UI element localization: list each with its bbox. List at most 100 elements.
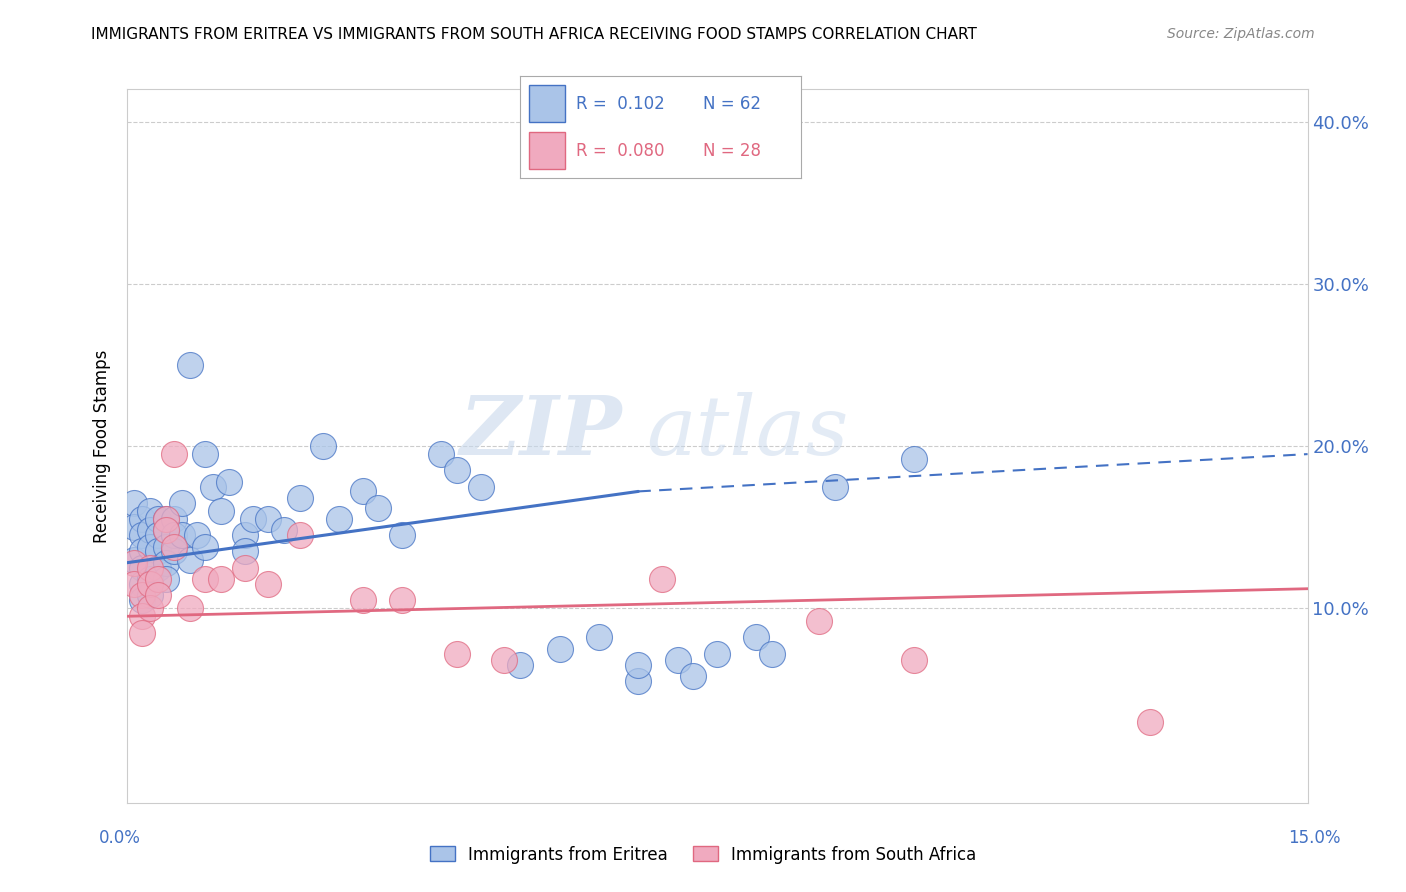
Point	[146, 572, 169, 586]
Text: atlas: atlas	[647, 392, 849, 472]
Point	[131, 512, 153, 526]
Point	[470, 479, 492, 493]
Text: Source: ZipAtlas.com: Source: ZipAtlas.com	[1167, 27, 1315, 41]
Point	[139, 572, 162, 586]
Point	[666, 653, 689, 667]
Point	[146, 544, 169, 558]
Point	[163, 544, 186, 558]
Point	[627, 657, 650, 672]
Point	[139, 601, 162, 615]
Point	[163, 512, 186, 526]
Text: IMMIGRANTS FROM ERITREA VS IMMIGRANTS FROM SOUTH AFRICA RECEIVING FOOD STAMPS CO: IMMIGRANTS FROM ERITREA VS IMMIGRANTS FR…	[91, 27, 977, 42]
Point	[257, 577, 280, 591]
Point	[328, 512, 350, 526]
Point	[761, 647, 783, 661]
Point	[163, 447, 186, 461]
Point	[391, 528, 413, 542]
Point	[257, 512, 280, 526]
Point	[242, 512, 264, 526]
Point	[146, 528, 169, 542]
Point	[124, 496, 146, 510]
Point	[131, 577, 153, 591]
Point	[202, 479, 225, 493]
Point	[131, 609, 153, 624]
Point	[367, 500, 389, 515]
Point	[139, 504, 162, 518]
Point	[124, 556, 146, 570]
Point	[651, 572, 673, 586]
Point	[179, 358, 201, 372]
Point	[163, 540, 186, 554]
Point	[745, 631, 768, 645]
Point	[391, 593, 413, 607]
Point	[139, 560, 162, 574]
Text: N = 28: N = 28	[703, 142, 761, 160]
Point	[131, 625, 153, 640]
Text: 15.0%: 15.0%	[1288, 829, 1341, 847]
Text: 0.0%: 0.0%	[98, 829, 141, 847]
Point	[170, 528, 193, 542]
Point	[146, 560, 169, 574]
Point	[446, 463, 468, 477]
Point	[627, 674, 650, 689]
Point	[548, 641, 571, 656]
Point	[179, 601, 201, 615]
Point	[155, 512, 177, 526]
Point	[706, 647, 728, 661]
Point	[139, 588, 162, 602]
Point	[155, 540, 177, 554]
Legend: Immigrants from Eritrea, Immigrants from South Africa: Immigrants from Eritrea, Immigrants from…	[423, 839, 983, 871]
Point	[218, 475, 240, 489]
Point	[288, 528, 311, 542]
Point	[155, 572, 177, 586]
Point	[682, 669, 704, 683]
Point	[155, 524, 177, 538]
Point	[352, 484, 374, 499]
Point	[139, 577, 162, 591]
Point	[352, 593, 374, 607]
Point	[146, 588, 169, 602]
Point	[146, 512, 169, 526]
Point	[155, 512, 177, 526]
Point	[903, 452, 925, 467]
Point	[163, 528, 186, 542]
Point	[155, 524, 177, 538]
Point	[131, 528, 153, 542]
Bar	[529, 85, 565, 122]
Point	[170, 496, 193, 510]
Point	[233, 544, 256, 558]
Point	[139, 540, 162, 554]
Point	[131, 544, 153, 558]
Point	[139, 524, 162, 538]
Point	[124, 552, 146, 566]
Point	[273, 524, 295, 538]
Point	[194, 572, 217, 586]
Point	[233, 528, 256, 542]
Text: R =  0.080: R = 0.080	[576, 142, 665, 160]
Point	[494, 653, 516, 667]
Point	[446, 647, 468, 661]
Bar	[529, 132, 565, 169]
Point	[124, 577, 146, 591]
Point	[312, 439, 335, 453]
Point	[903, 653, 925, 667]
Point	[131, 593, 153, 607]
Point	[186, 528, 208, 542]
Text: ZIP: ZIP	[460, 392, 623, 472]
Y-axis label: Receiving Food Stamps: Receiving Food Stamps	[93, 350, 111, 542]
Point	[288, 491, 311, 505]
Point	[588, 631, 610, 645]
Point	[131, 588, 153, 602]
Point	[179, 552, 201, 566]
Text: R =  0.102: R = 0.102	[576, 95, 665, 112]
Point	[124, 520, 146, 534]
Point	[155, 556, 177, 570]
Point	[808, 614, 831, 628]
Point	[233, 560, 256, 574]
Point	[509, 657, 531, 672]
Point	[209, 504, 232, 518]
Point	[209, 572, 232, 586]
Point	[194, 540, 217, 554]
Point	[430, 447, 453, 461]
Point	[1139, 714, 1161, 729]
